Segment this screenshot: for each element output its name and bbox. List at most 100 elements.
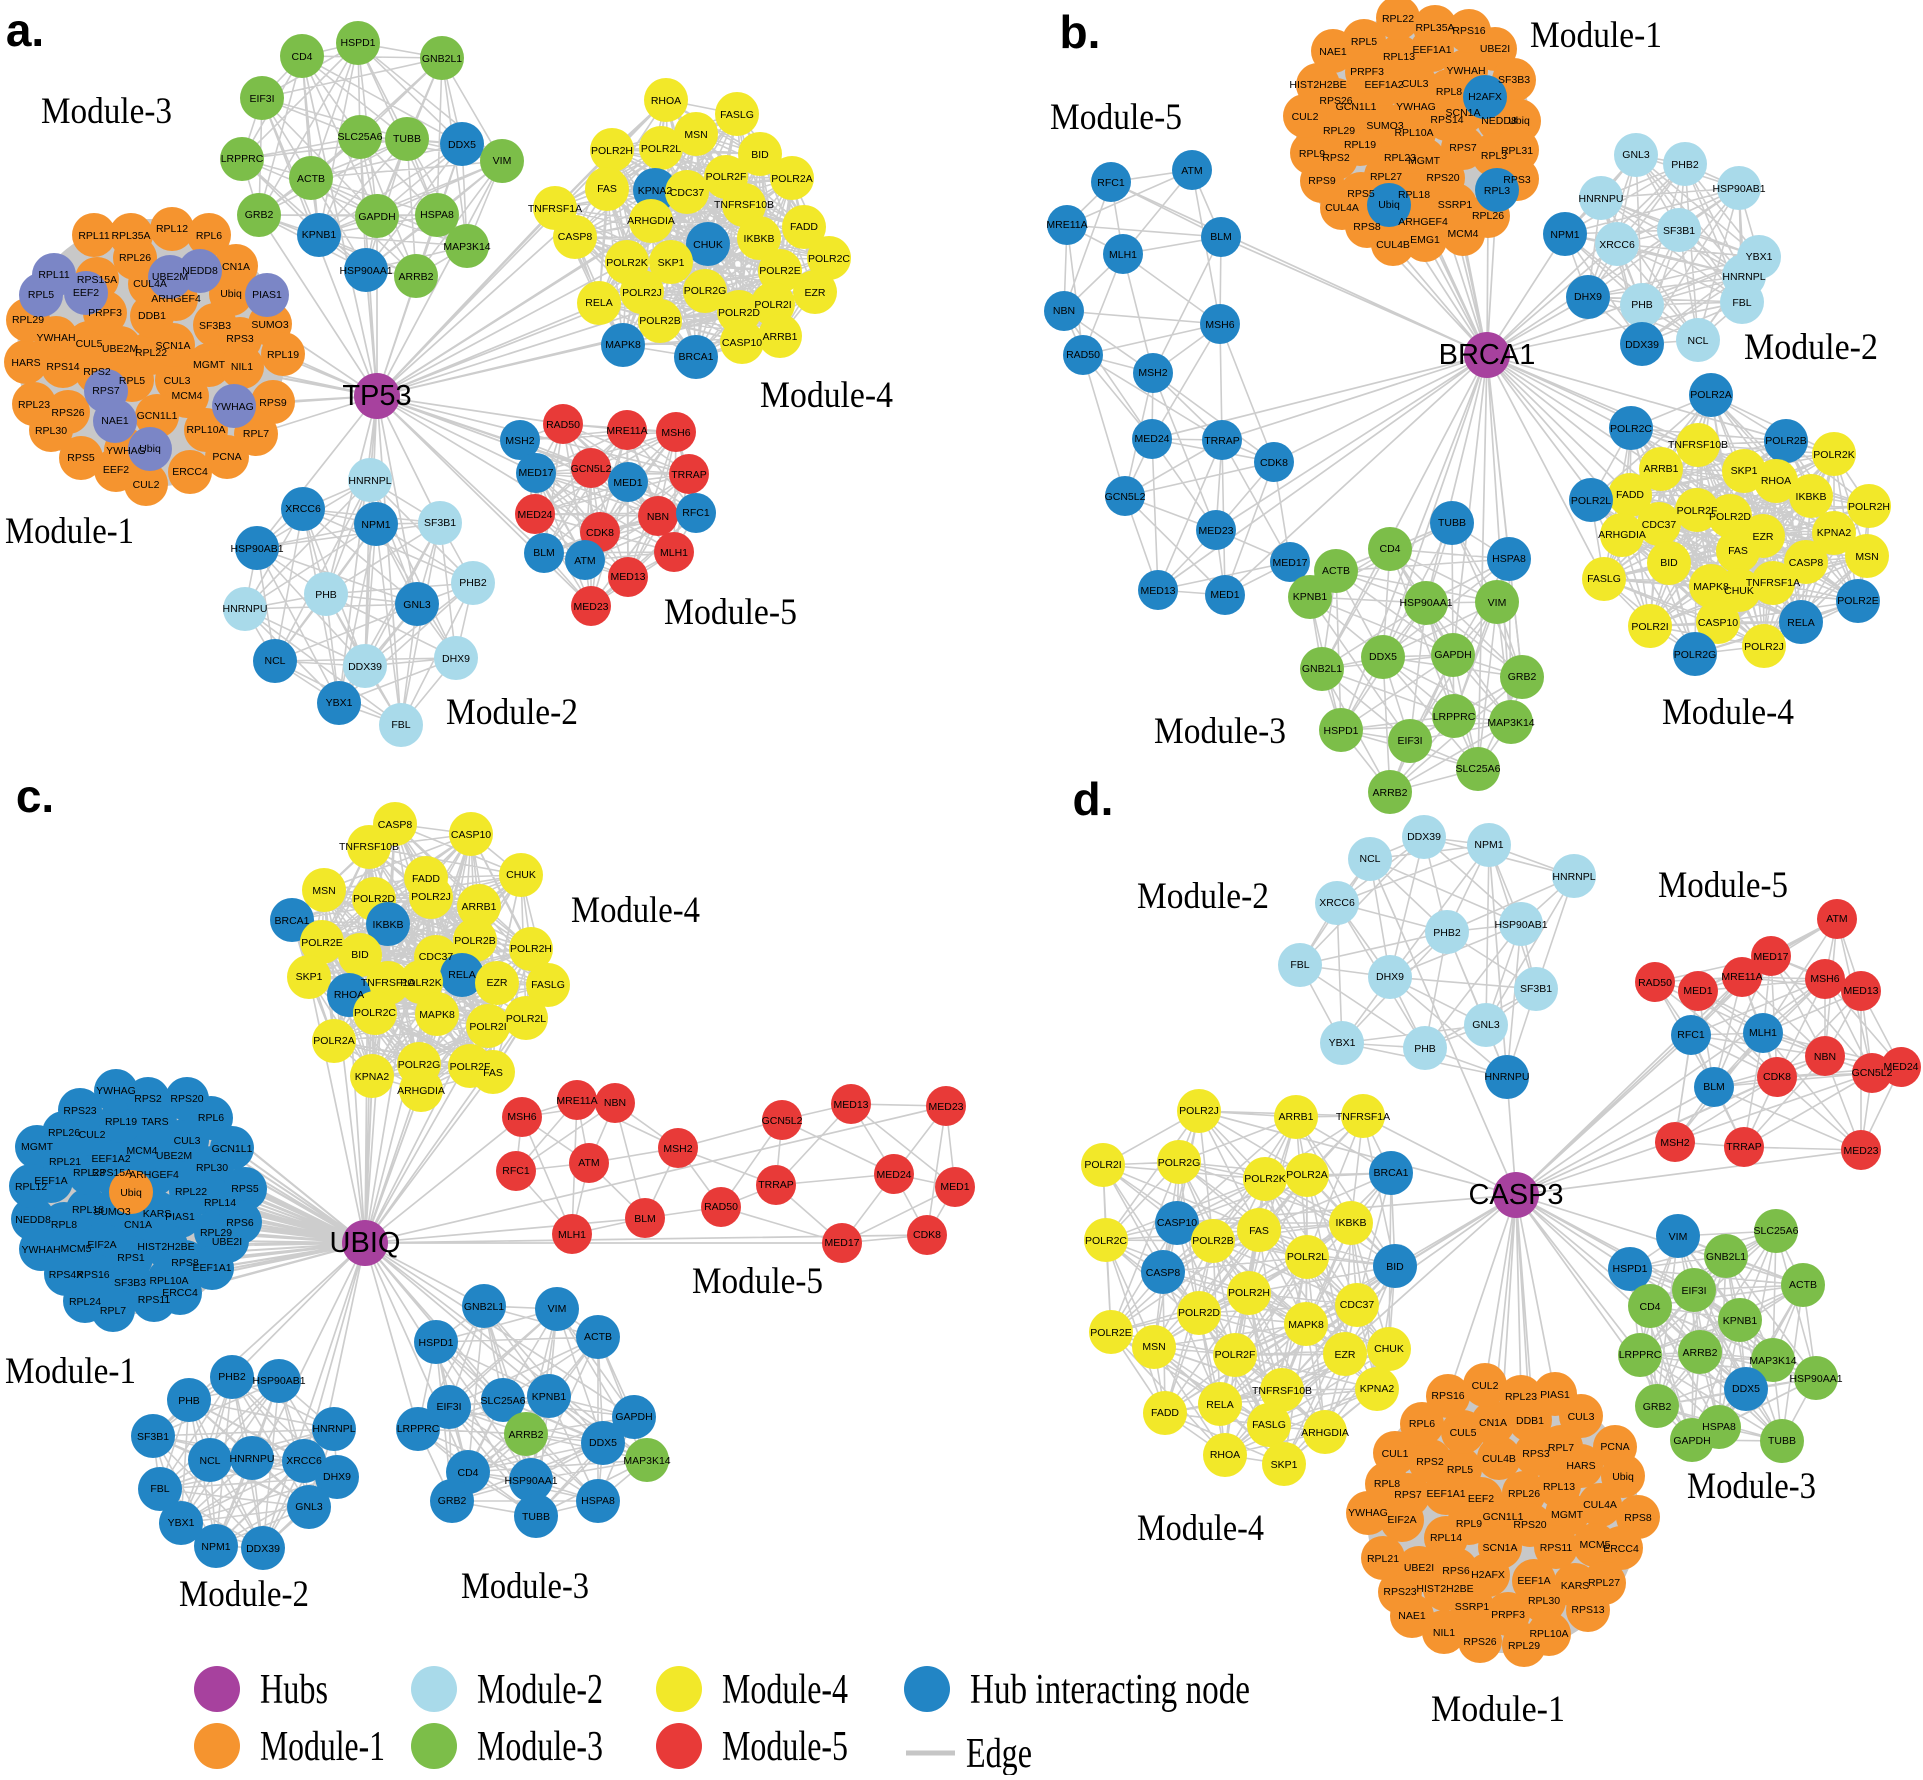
svg-text:b.: b. [1060,6,1101,58]
svg-text:EIF3I: EIF3I [436,1401,461,1413]
svg-text:RPS20: RPS20 [170,1093,203,1105]
svg-text:MGMT: MGMT [21,1141,54,1153]
svg-text:KPNB1: KPNB1 [1293,591,1328,603]
svg-text:HSP90AA1: HSP90AA1 [504,1475,557,1487]
svg-text:H2AFX: H2AFX [1468,91,1502,103]
svg-text:XRCC6: XRCC6 [1319,897,1355,909]
svg-text:RHOA: RHOA [334,989,364,1001]
svg-text:NBN: NBN [604,1097,626,1109]
svg-text:BID: BID [1660,557,1678,569]
svg-text:RPL6: RPL6 [198,1112,224,1124]
svg-text:CUL5: CUL5 [1450,1427,1477,1439]
svg-text:SUMO3: SUMO3 [1366,120,1404,132]
svg-text:Module-1: Module-1 [5,511,134,552]
svg-text:HSPA8: HSPA8 [581,1495,615,1507]
svg-text:PHB: PHB [1631,299,1653,311]
svg-text:RPL30: RPL30 [196,1162,228,1174]
svg-text:HSPD1: HSPD1 [418,1337,453,1349]
svg-text:PIAS1: PIAS1 [1540,1389,1570,1401]
svg-text:EIF2A: EIF2A [87,1239,116,1251]
svg-text:EZR: EZR [805,287,826,299]
svg-text:RPL5: RPL5 [119,375,145,387]
svg-text:RPS13: RPS13 [1571,1604,1604,1616]
svg-text:NEDD8: NEDD8 [182,265,218,277]
svg-text:DDB1: DDB1 [1516,1415,1544,1427]
svg-text:Ubiq: Ubiq [139,443,161,455]
svg-text:RPL10A: RPL10A [1394,127,1433,139]
svg-text:RPL11: RPL11 [38,269,69,281]
svg-text:POLR2K: POLR2K [1244,1173,1285,1185]
svg-text:POLR2D: POLR2D [1709,511,1751,523]
svg-text:GCN5L2: GCN5L2 [762,1115,803,1127]
svg-text:RPS3: RPS3 [1503,174,1531,186]
svg-text:MLH1: MLH1 [1749,1027,1777,1039]
svg-text:HIST2H2BE: HIST2H2BE [137,1241,194,1253]
svg-text:YWHAH: YWHAH [1446,65,1485,77]
svg-text:CUL3: CUL3 [1568,1411,1595,1423]
svg-text:CASP10: CASP10 [451,829,491,841]
svg-text:RPS23: RPS23 [63,1105,96,1117]
svg-text:FADD: FADD [1616,489,1644,501]
svg-text:NAE1: NAE1 [1398,1610,1426,1622]
svg-text:RPL31: RPL31 [1501,145,1533,157]
svg-text:RPL19: RPL19 [267,349,299,361]
svg-text:RPS14: RPS14 [1430,114,1463,126]
svg-text:HNRNPU: HNRNPU [1485,1071,1530,1083]
svg-text:DHX9: DHX9 [1574,291,1602,303]
svg-text:RPL12: RPL12 [15,1181,47,1193]
svg-text:SF3B1: SF3B1 [1663,225,1695,237]
svg-text:KARS: KARS [143,1208,172,1220]
svg-text:RPS20: RPS20 [1513,1519,1546,1531]
svg-text:POLR2F: POLR2F [1215,1349,1256,1361]
svg-text:TP53: TP53 [342,380,411,412]
svg-text:NPM1: NPM1 [1550,229,1579,241]
svg-text:EEF2: EEF2 [1468,1493,1494,1505]
svg-text:MRE11A: MRE11A [606,425,647,437]
svg-text:TNFRSF10B: TNFRSF10B [714,199,774,211]
svg-text:POLR2C: POLR2C [808,253,850,265]
svg-text:MAP3K14: MAP3K14 [443,241,490,253]
svg-text:RPS16: RPS16 [1431,1390,1464,1402]
svg-text:RELA: RELA [1787,617,1814,629]
svg-text:CUL4B: CUL4B [1482,1453,1516,1465]
svg-text:LRPPRC: LRPPRC [1433,711,1476,723]
svg-text:MED24: MED24 [1883,1061,1918,1073]
svg-text:ARRB1: ARRB1 [762,331,797,343]
svg-text:GAPDH: GAPDH [358,211,395,223]
svg-text:CHUK: CHUK [1374,1343,1404,1355]
svg-text:MAPK8: MAPK8 [419,1009,455,1021]
svg-text:UBE2M: UBE2M [102,343,138,355]
svg-text:PHB: PHB [1414,1043,1436,1055]
svg-text:RPS3: RPS3 [1522,1448,1550,1460]
svg-text:HIST2H2BE: HIST2H2BE [1289,79,1346,91]
svg-text:POLR2L: POLR2L [1571,495,1611,507]
svg-text:RPL8: RPL8 [1374,1478,1400,1490]
svg-text:RPS11: RPS11 [1540,1542,1573,1554]
svg-text:RPS11: RPS11 [138,1294,171,1306]
svg-text:CHUK: CHUK [1724,585,1754,597]
svg-text:LRPPRC: LRPPRC [1619,1349,1662,1361]
svg-text:MCM4: MCM4 [172,390,203,402]
svg-text:HSPD1: HSPD1 [1323,725,1358,737]
svg-text:RPL21: RPL21 [1367,1553,1399,1565]
svg-text:Module-5: Module-5 [1658,865,1788,906]
svg-text:FBL: FBL [150,1483,169,1495]
svg-text:SF3B1: SF3B1 [1520,983,1552,995]
svg-text:VIM: VIM [493,155,512,167]
svg-text:RPL22: RPL22 [1382,13,1414,25]
svg-text:CUL4B: CUL4B [1376,239,1410,251]
svg-text:RPS5: RPS5 [1347,188,1375,200]
svg-text:CD4: CD4 [457,1467,478,1479]
svg-text:FAS: FAS [483,1067,503,1079]
svg-text:TRRAP: TRRAP [671,469,707,481]
svg-text:KPNB1: KPNB1 [532,1391,567,1403]
svg-text:Ubiq: Ubiq [1508,115,1530,127]
svg-text:Module-2: Module-2 [477,1667,603,1713]
svg-text:POLR2L: POLR2L [641,143,681,155]
svg-text:Module-3: Module-3 [477,1724,603,1770]
svg-text:TNFRSF10B: TNFRSF10B [1668,439,1728,451]
svg-text:CUL3: CUL3 [164,375,191,387]
svg-text:IKBKB: IKBKB [1796,491,1827,503]
svg-text:RPL26: RPL26 [119,252,151,264]
svg-text:FAS: FAS [597,183,617,195]
